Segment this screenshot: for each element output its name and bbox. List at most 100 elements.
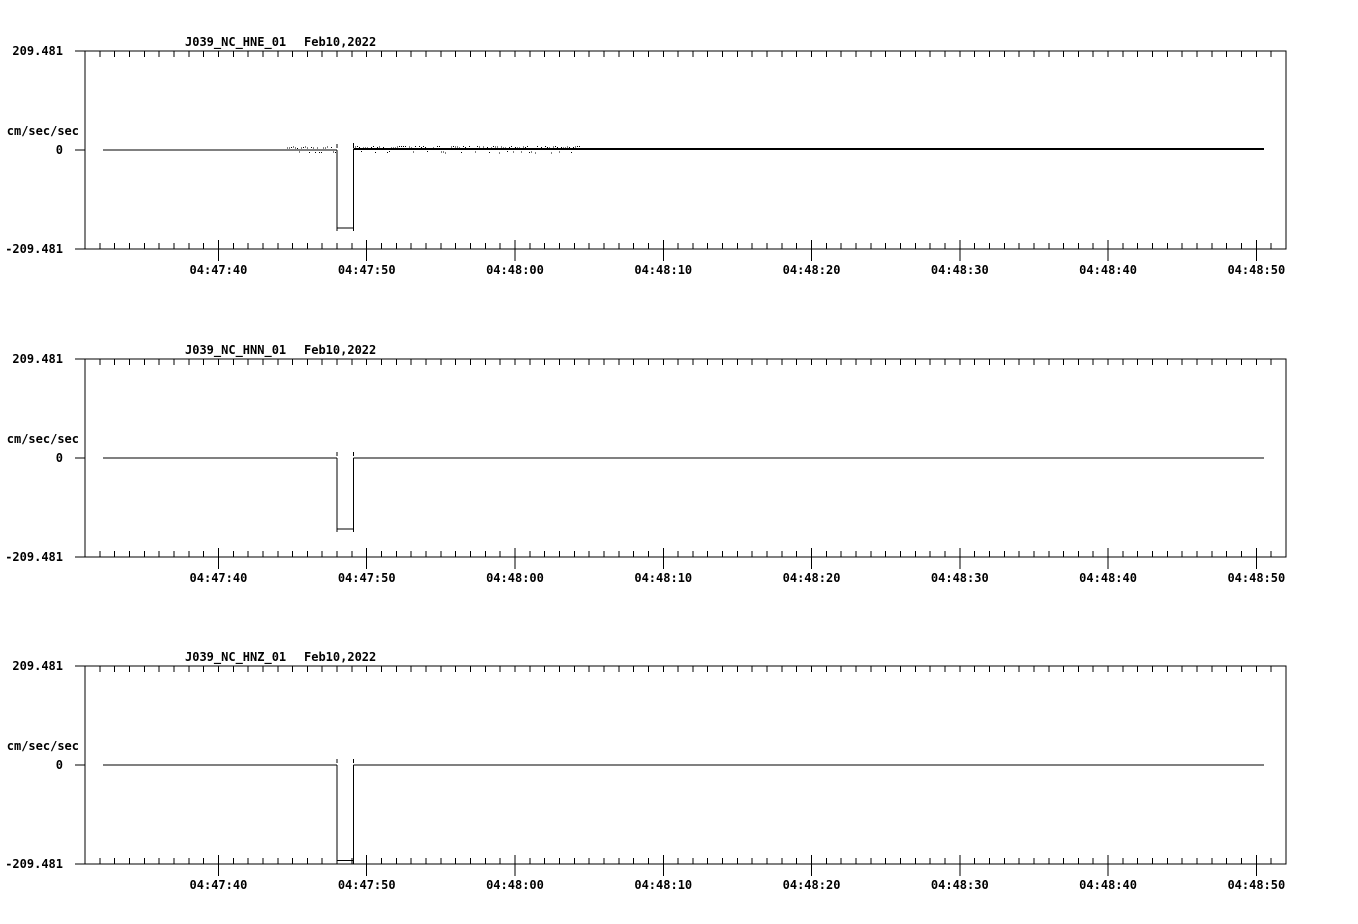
ytick-bottom-label: -209.481 <box>5 242 63 256</box>
noise-dot <box>545 145 546 147</box>
noise-dot <box>365 147 366 149</box>
noise-dot <box>495 146 496 148</box>
xtick-label: 04:48:40 <box>1079 571 1137 585</box>
noise-dot <box>375 151 376 153</box>
noise-dot <box>379 146 380 148</box>
noise-dot <box>387 152 388 154</box>
noise-dot <box>303 147 304 149</box>
noise-dot <box>323 147 324 149</box>
noise-dot <box>305 146 306 148</box>
noise-dot <box>561 147 562 149</box>
noise-dot <box>459 147 460 149</box>
noise-dot <box>461 152 462 154</box>
noise-dot <box>483 146 484 148</box>
noise-dot <box>453 145 454 147</box>
noise-dot <box>523 146 524 148</box>
panel-date: Feb10,2022 <box>304 35 376 49</box>
panel-HNE: 04:47:40 04:47:50 04:48:00 04:48:10 04:48:20… <box>5 35 1287 277</box>
trace-pulse <box>336 765 354 861</box>
xtick-label: 04:48:10 <box>634 571 692 585</box>
noise-dot <box>439 145 440 147</box>
noise-dot <box>467 148 468 149</box>
noise-dot <box>491 147 492 149</box>
xtick-label: 04:48:30 <box>931 571 989 585</box>
noise-dot <box>457 146 458 148</box>
noise-dot <box>449 147 450 149</box>
noise-dot <box>353 146 354 148</box>
ytick-top-label: 209.481 <box>12 659 63 673</box>
trace-pulse <box>336 458 354 530</box>
noise-dot <box>455 146 456 148</box>
noise-dot <box>443 151 444 153</box>
noise-dot <box>441 151 442 153</box>
noise-dot <box>445 152 446 154</box>
ytick-bottom-label: -209.481 <box>5 857 63 871</box>
ytick-top-label: 209.481 <box>12 44 63 58</box>
noise-dot <box>377 146 378 148</box>
noise-dot <box>551 152 552 154</box>
noise-dot <box>433 147 434 149</box>
noise-dot <box>493 146 494 148</box>
noise-dot <box>315 152 316 154</box>
noise-dot <box>503 147 504 149</box>
noise-dot <box>577 145 578 147</box>
panel-date: Feb10,2022 <box>304 343 376 357</box>
noise-dot <box>289 147 290 149</box>
noise-dot <box>413 151 414 153</box>
noise-dot <box>293 146 294 148</box>
noise-dot <box>317 147 318 149</box>
noise-dot <box>409 146 410 148</box>
noise-dot <box>479 146 480 148</box>
ytick-top-label: 209.481 <box>12 352 63 366</box>
noise-dot <box>437 146 438 148</box>
ytick-zero-label: 0 <box>56 143 63 157</box>
noise-dot <box>331 147 332 149</box>
noise-dot <box>515 146 516 148</box>
noise-dot <box>295 147 296 149</box>
noise-dot <box>539 147 540 149</box>
noise-dot <box>389 151 390 153</box>
noise-dot <box>399 145 400 147</box>
noise-dot <box>313 147 314 149</box>
noise-dot <box>321 151 322 153</box>
noise-dot <box>541 147 542 148</box>
noise-dot <box>463 146 464 148</box>
noise-dot <box>327 146 328 148</box>
xtick-label: 04:48:40 <box>1079 878 1137 892</box>
noise-dot <box>367 147 368 149</box>
noise-dot <box>549 147 550 149</box>
xtick-label: 04:48:30 <box>931 263 989 277</box>
xtick-label: 04:47:40 <box>190 878 248 892</box>
noise-dot <box>547 146 548 148</box>
noise-dot <box>475 151 476 153</box>
noise-dot <box>525 147 526 149</box>
noise-dot <box>557 146 558 148</box>
noise-dot <box>359 146 360 148</box>
y-axis-units-label: cm/sec/sec <box>7 739 79 753</box>
noise-dot <box>565 147 566 149</box>
noise-dot <box>405 146 406 148</box>
noise-dot <box>383 147 384 149</box>
noise-dot <box>333 151 334 153</box>
noise-dot <box>543 148 544 149</box>
xtick-label: 04:48:40 <box>1079 263 1137 277</box>
noise-dot <box>403 146 404 148</box>
panel-HNN: 04:47:40 04:47:50 04:48:00 04:48:10 04:48:20… <box>5 343 1287 585</box>
noise-dot <box>469 146 470 147</box>
panel-title: J039_NC_HNN_01 <box>185 343 286 358</box>
panel-title: J039_NC_HNE_01 <box>185 35 286 50</box>
noise-dot <box>509 146 510 148</box>
noise-dot <box>419 146 420 148</box>
noise-dot <box>373 146 374 148</box>
xtick-label: 04:48:20 <box>783 263 841 277</box>
noise-dot <box>299 151 300 153</box>
noise-dot <box>567 146 568 148</box>
noise-dot <box>423 145 424 147</box>
noise-dot <box>363 147 364 149</box>
noise-dot <box>575 146 576 148</box>
noise-dot <box>513 151 514 153</box>
noise-dot <box>499 152 500 154</box>
noise-dot <box>555 146 556 148</box>
